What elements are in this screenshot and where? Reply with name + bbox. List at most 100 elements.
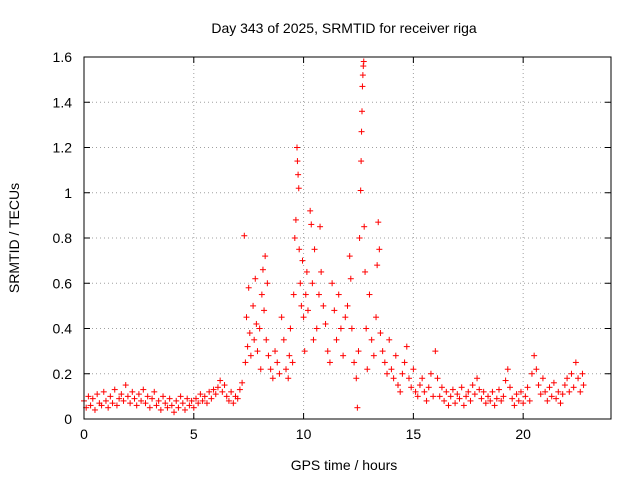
data-point: [269, 375, 276, 382]
data-point: [274, 359, 281, 366]
data-point: [539, 375, 546, 382]
data-points: [81, 58, 587, 416]
data-point: [184, 395, 191, 402]
data-point: [535, 382, 542, 389]
data-point: [476, 386, 483, 393]
x-tick-label: 0: [80, 426, 88, 442]
data-point: [295, 185, 302, 192]
data-point: [142, 400, 149, 407]
data-point: [214, 384, 221, 391]
data-point: [245, 284, 252, 291]
data-point: [348, 325, 355, 332]
y-tick-label: 1.6: [53, 49, 73, 65]
data-point: [370, 352, 377, 359]
data-point: [236, 386, 243, 393]
data-point: [381, 359, 388, 366]
data-point: [221, 382, 228, 389]
data-point: [219, 388, 226, 395]
data-point: [175, 404, 182, 411]
data-point: [561, 382, 568, 389]
data-point: [188, 397, 195, 404]
data-point: [496, 386, 503, 393]
data-point: [223, 393, 230, 400]
data-point: [427, 370, 434, 377]
x-axis-label: GPS time / hours: [291, 457, 398, 473]
data-point: [296, 246, 303, 253]
data-point: [471, 391, 478, 398]
data-point: [557, 400, 564, 407]
data-point: [261, 307, 268, 314]
data-point: [456, 395, 463, 402]
data-point: [208, 395, 215, 402]
data-point: [542, 388, 549, 395]
data-point: [550, 379, 557, 386]
y-tick-label: 0.2: [53, 366, 73, 382]
data-point: [182, 406, 189, 413]
data-point: [133, 402, 140, 409]
data-point: [447, 393, 454, 400]
data-point: [445, 402, 452, 409]
data-point: [302, 291, 309, 298]
data-point: [405, 375, 412, 382]
data-point: [276, 370, 283, 377]
data-point: [359, 72, 366, 79]
data-point: [570, 384, 577, 391]
data-point: [107, 393, 114, 400]
data-point: [244, 343, 251, 350]
data-point: [124, 393, 131, 400]
data-point: [360, 58, 367, 65]
data-point: [358, 108, 365, 115]
data-point: [579, 370, 586, 377]
data-point: [408, 384, 415, 391]
data-point: [262, 253, 269, 260]
x-tick-label: 10: [296, 426, 312, 442]
data-point: [491, 402, 498, 409]
data-point: [309, 280, 316, 287]
data-point: [140, 386, 147, 393]
data-point: [293, 144, 300, 151]
y-tick-label: 1.2: [53, 140, 73, 156]
x-tick-label: 15: [406, 426, 422, 442]
data-point: [287, 325, 294, 332]
data-point: [164, 404, 171, 411]
data-point: [265, 352, 272, 359]
y-tick-label: 1.4: [53, 94, 73, 110]
data-point: [252, 275, 259, 282]
data-point: [511, 402, 518, 409]
data-point: [432, 348, 439, 355]
data-point: [331, 307, 338, 314]
data-point: [318, 268, 325, 275]
data-point: [259, 266, 266, 273]
data-point: [199, 397, 206, 404]
data-point: [515, 397, 522, 404]
data-point: [386, 336, 393, 343]
data-point: [120, 397, 127, 404]
data-point: [162, 400, 169, 407]
data-point: [210, 386, 217, 393]
data-point: [177, 393, 184, 400]
data-point: [362, 268, 369, 275]
data-point: [425, 384, 432, 391]
data-point: [559, 391, 566, 398]
data-point: [443, 388, 450, 395]
data-point: [239, 379, 246, 386]
data-point: [376, 246, 383, 253]
data-point: [195, 400, 202, 407]
data-point: [295, 171, 302, 178]
data-point: [131, 395, 138, 402]
data-point: [91, 406, 98, 413]
data-point: [509, 395, 516, 402]
data-point: [89, 395, 96, 402]
data-point: [256, 325, 263, 332]
data-point: [247, 352, 254, 359]
data-point: [577, 388, 584, 395]
data-point: [438, 384, 445, 391]
data-point: [146, 404, 153, 411]
data-point: [485, 393, 492, 400]
data-point: [280, 336, 287, 343]
data-point: [358, 158, 365, 165]
y-tick-label: 0.6: [53, 275, 73, 291]
data-point: [397, 388, 404, 395]
x-tick-label: 5: [190, 426, 198, 442]
data-point: [504, 366, 511, 373]
